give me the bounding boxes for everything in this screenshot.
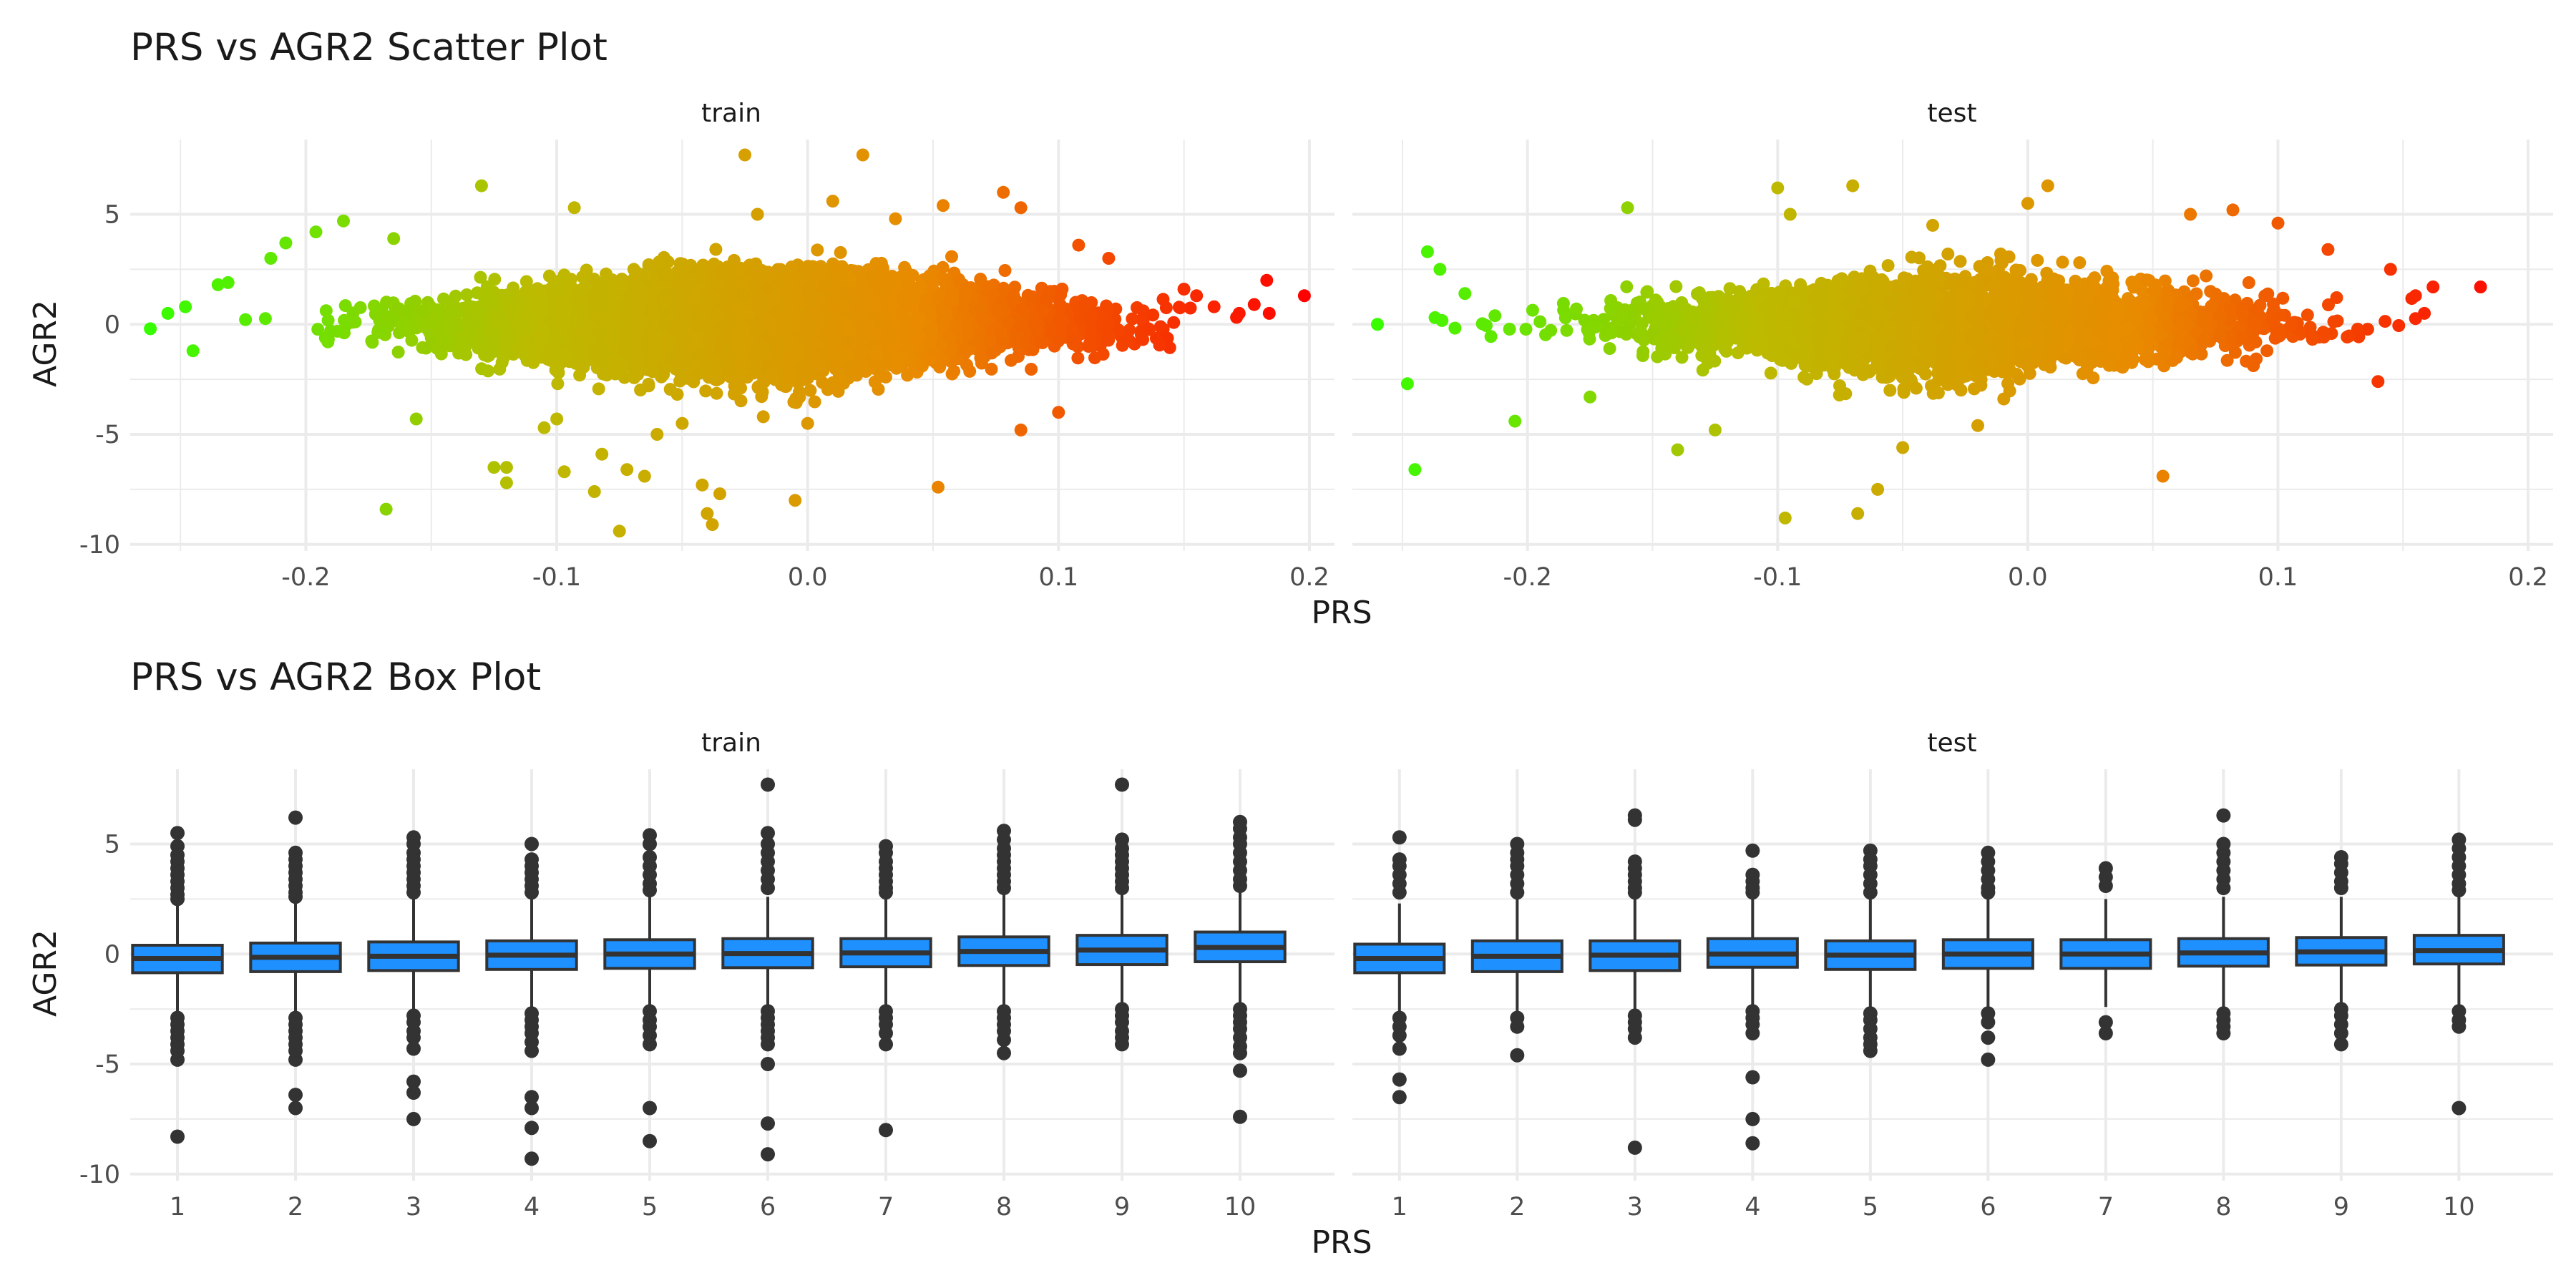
- scatter-point: [1088, 351, 1101, 365]
- scatter-point: [1172, 301, 1186, 314]
- scatter-point: [808, 395, 821, 409]
- scatter-point: [1126, 312, 1139, 326]
- y-tick-label: 0: [104, 311, 120, 339]
- y-tick-label: -10: [79, 531, 120, 560]
- scatter-point: [710, 386, 723, 400]
- scatter-point: [405, 333, 419, 347]
- x-tick-label: -0.2: [281, 563, 330, 592]
- scatter-panel-train: -0.2 -0.1 0.0 0.1 0.2 -10 -5 0 5: [79, 140, 1335, 592]
- x-tick-label: 0.0: [788, 563, 828, 592]
- x-tick-label: 0.2: [1289, 563, 1330, 592]
- scatter-point: [239, 313, 253, 326]
- x-tick-label: -0.1: [532, 563, 581, 592]
- scatter-point: [338, 299, 352, 313]
- scatter-point: [947, 364, 961, 378]
- scatter-point: [821, 383, 834, 396]
- y-tick-label: -5: [95, 421, 120, 449]
- scatter-point: [709, 243, 723, 256]
- scatter-strip-label-test: test: [1927, 99, 1976, 128]
- scatter-chart-title: PRS vs AGR2 Scatter Plot: [130, 26, 608, 69]
- scatter-point: [1005, 353, 1018, 367]
- scatter-point: [460, 288, 474, 301]
- scatter-point: [756, 410, 770, 424]
- x-tick-label: 0.1: [1038, 563, 1078, 592]
- scatter-strip-label-train: train: [701, 99, 761, 128]
- scatter-point: [1153, 320, 1167, 333]
- scatter-point: [551, 377, 565, 391]
- scatter-point: [391, 346, 405, 358]
- y-tick-label: 5: [104, 201, 120, 230]
- scatter-point: [482, 364, 495, 378]
- scatter-point: [311, 323, 325, 336]
- scatter-point: [699, 384, 713, 398]
- scatter-point: [437, 292, 450, 306]
